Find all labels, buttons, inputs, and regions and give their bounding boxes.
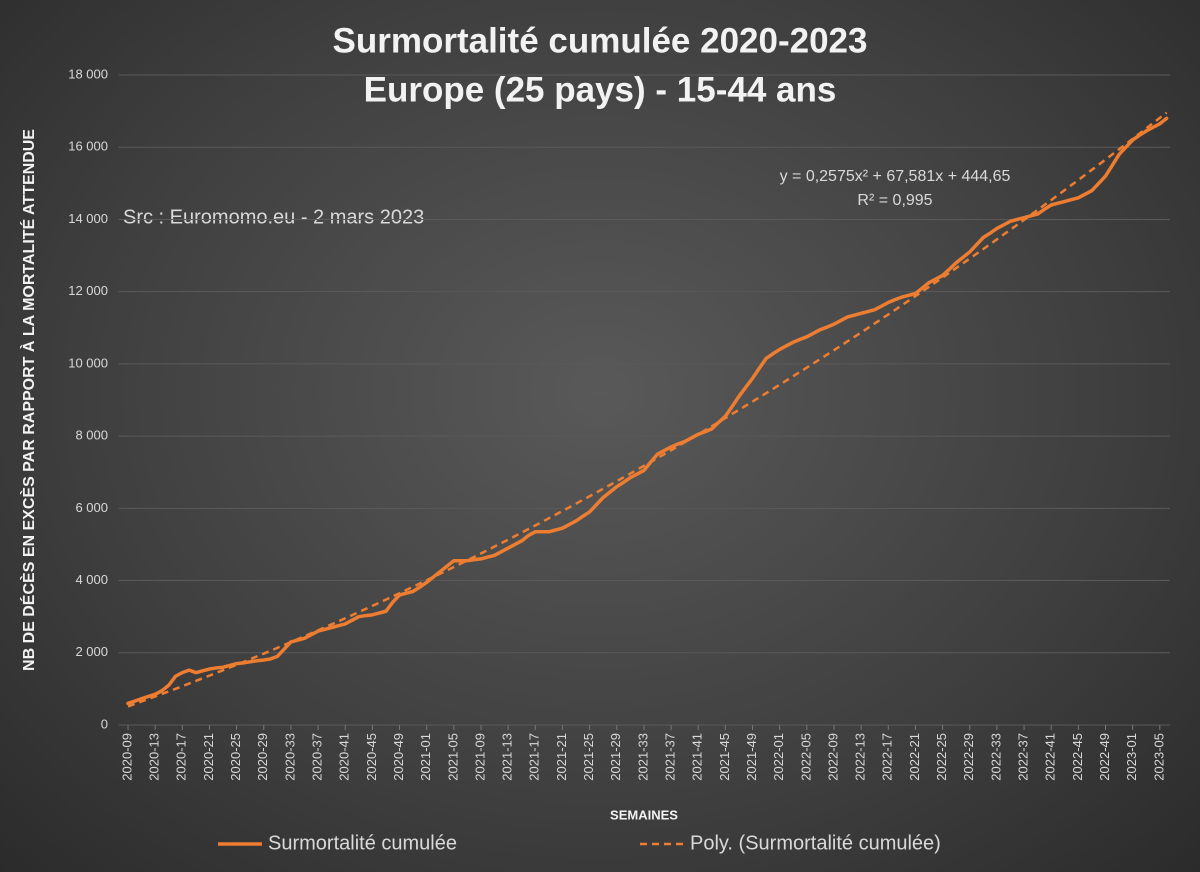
x-tick-label: 2020-09 [119, 733, 134, 781]
trend-line [127, 111, 1168, 708]
x-tick-label: 2021-21 [554, 733, 569, 781]
x-tick-label: 2021-37 [662, 733, 677, 781]
y-tick-label: 8 000 [75, 428, 108, 443]
x-tick-label: 2022-33 [988, 733, 1003, 781]
x-tick-label: 2020-25 [228, 733, 243, 781]
y-tick-label: 2 000 [75, 644, 108, 659]
trend-equation: y = 0,2575x² + 67,581x + 444,65 [780, 168, 1011, 185]
x-tick-label: 2021-29 [608, 733, 623, 781]
x-tick-label: 2021-17 [527, 733, 542, 781]
x-tick-label: 2022-17 [880, 733, 895, 781]
x-tick-label: 2021-41 [690, 733, 705, 781]
x-tick-label: 2020-33 [282, 733, 297, 781]
x-tick-label: 2020-17 [174, 733, 189, 781]
x-tick-label: 2022-21 [907, 733, 922, 781]
y-tick-label: 12 000 [68, 283, 108, 298]
x-tick-label: 2020-41 [337, 733, 352, 781]
y-tick-label: 16 000 [68, 139, 108, 154]
x-tick-label: 2020-37 [310, 733, 325, 781]
x-tick-label: 2021-25 [581, 733, 596, 781]
chart-title: Surmortalité cumulée 2020-2023 [333, 21, 868, 60]
x-tick-label: 2022-01 [771, 733, 786, 781]
y-tick-label: 4 000 [75, 572, 108, 587]
x-tick-label: 2021-33 [635, 733, 650, 781]
x-tick-label: 2020-13 [147, 733, 162, 781]
x-tick-label: 2021-05 [445, 733, 460, 781]
x-tick-label: 2020-29 [255, 733, 270, 781]
x-tick-label: 2022-13 [853, 733, 868, 781]
x-tick-label: 2022-37 [1015, 733, 1030, 781]
x-tick-label: 2022-41 [1043, 733, 1058, 781]
x-tick-label: 2021-13 [500, 733, 515, 781]
x-tick-label: 2022-49 [1097, 733, 1112, 781]
y-tick-label: 0 [101, 716, 108, 731]
chart-subtitle: Europe (25 pays) - 15-44 ans [364, 70, 837, 109]
x-tick-label: 2021-09 [472, 733, 487, 781]
x-tick-label: 2021-45 [717, 733, 732, 781]
y-tick-label: 6 000 [75, 500, 108, 515]
x-tick-label: 2020-21 [201, 733, 216, 781]
x-tick-label: 2022-05 [798, 733, 813, 781]
x-tick-label: 2022-09 [825, 733, 840, 781]
x-tick-label: 2022-25 [934, 733, 949, 781]
x-tick-label: 2022-29 [961, 733, 976, 781]
x-tick-label: 2020-45 [364, 733, 379, 781]
data-line [126, 116, 1169, 706]
x-tick-label: 2022-45 [1070, 733, 1085, 781]
y-tick-label: 18 000 [68, 66, 108, 81]
source-note: Src : Euromomo.eu - 2 mars 2023 [123, 206, 424, 228]
x-tick-label: 2021-01 [418, 733, 433, 781]
trend-r-squared: R² = 0,995 [857, 192, 932, 209]
x-axis-title: SEMAINES [610, 807, 678, 822]
x-tick-label: 2023-05 [1151, 733, 1166, 781]
y-axis-title: NB DE DÉCÈS EN EXCÈS PAR RAPPORT À LA MO… [19, 129, 38, 671]
legend-label: Poly. (Surmortalité cumulée) [690, 832, 941, 854]
legend-label: Surmortalité cumulée [268, 832, 457, 854]
x-tick-label: 2021-49 [744, 733, 759, 781]
x-tick-label: 2023-01 [1124, 733, 1139, 781]
y-tick-label: 10 000 [68, 355, 108, 370]
y-tick-label: 14 000 [68, 211, 108, 226]
x-tick-label: 2020-49 [391, 733, 406, 781]
